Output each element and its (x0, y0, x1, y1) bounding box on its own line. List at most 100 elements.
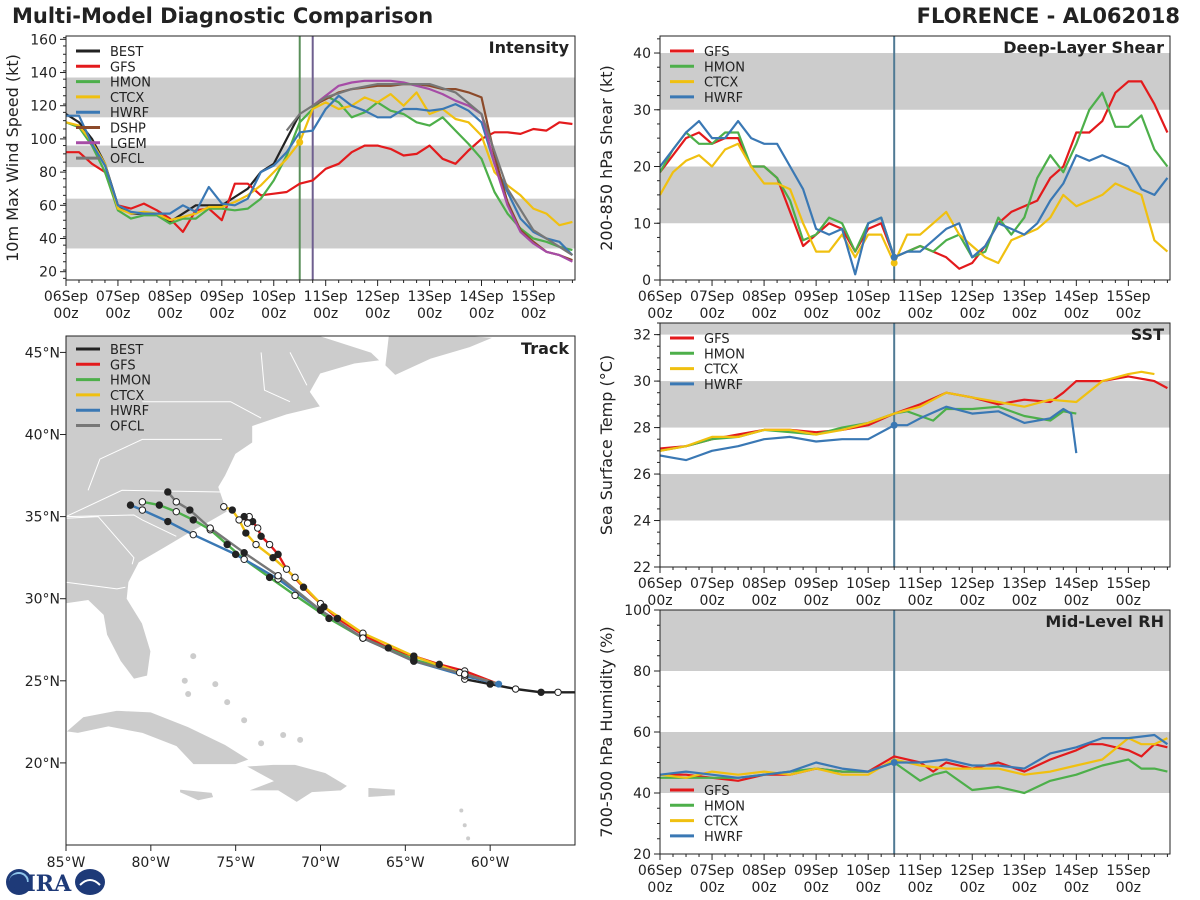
track-lon-label: 70°W (301, 855, 340, 871)
sst-x-tick-label-hour: 00z (1064, 593, 1089, 609)
intensity-x-tick-label: 10Sep (252, 289, 296, 305)
rh-x-tick-label-hour: 00z (647, 880, 672, 896)
track-time-marker (291, 591, 299, 600)
rh-x-tick-label: 07Sep (690, 863, 734, 879)
rh-x-tick-label-hour: 00z (751, 880, 776, 896)
sst-x-tick-label: 10Sep (846, 576, 890, 592)
land-bahamas-island (241, 717, 248, 724)
shear-x-tick-label-hour: 00z (804, 306, 829, 322)
map-state-border (66, 516, 135, 565)
track-legend-label: GFS (110, 358, 136, 373)
land-bahamas-island (258, 740, 265, 747)
logo-text: CIRA (8, 871, 72, 897)
track-series-ctcx (223, 505, 499, 686)
shear-x-tick-label-hour: 00z (908, 306, 933, 322)
track-time-marker (138, 498, 147, 506)
intensity-legend-label: GFS (110, 60, 136, 75)
track-time-marker (240, 555, 248, 564)
sst-y-tick-label: 30 (633, 374, 651, 390)
sst-panel: 22242628303206Sep00z07Sep00z08Sep00z09Se… (597, 322, 1171, 609)
intensity-x-tick-label-hour: 00z (157, 306, 182, 322)
sst-panel-title: SST (1131, 325, 1164, 344)
shear-x-tick-label: 10Sep (846, 289, 890, 305)
track-time-marker (240, 512, 248, 521)
land-hispaniola (244, 764, 349, 803)
sst-x-tick-label-hour: 00z (908, 593, 933, 609)
sst-x-tick-label: 06Sep (638, 576, 682, 592)
track-time-marker (511, 685, 520, 693)
shear-series-ctcx (660, 142, 1169, 265)
track-legend-label: CTCX (110, 389, 144, 404)
shear-x-tick-label-hour: 00z (856, 306, 881, 322)
rh-marker (890, 759, 898, 766)
shear-series-hmon (660, 91, 1169, 259)
shear-x-tick-label-hour: 00z (1116, 306, 1141, 322)
track-time-marker (189, 530, 197, 539)
rh-legend-label: CTCX (704, 815, 738, 830)
rh-series-group (660, 733, 1169, 795)
sst-legend-label: CTCX (704, 363, 738, 378)
map-borders (66, 352, 308, 590)
track-current-position (495, 680, 503, 688)
rh-x-tick-label: 15Sep (1106, 863, 1150, 879)
track-time-marker (231, 550, 240, 559)
intensity-x-tick-label: 15Sep (511, 289, 555, 305)
track-time-marker (186, 506, 194, 514)
intensity-x-tick-label-hour: 00z (209, 306, 234, 322)
track-lat-label: 35°N (25, 510, 60, 526)
shear-series-group (660, 80, 1169, 276)
track-time-marker (243, 519, 252, 527)
intensity-series-lgem (312, 79, 573, 263)
track-lat-label: 25°N (25, 674, 60, 690)
track-time-marker (235, 516, 243, 524)
track-time-marker (164, 517, 172, 526)
rh-x-tick-label: 10Sep (846, 863, 890, 879)
track-panel-title: Track (521, 339, 569, 358)
map-state-border (66, 581, 126, 590)
rh-y-tick-label: 20 (633, 847, 651, 863)
sst-x-tick-label-hour: 00z (804, 593, 829, 609)
sst-legend-label: HMON (704, 347, 745, 362)
track-time-marker (269, 553, 277, 562)
shear-x-tick-label-hour: 00z (647, 306, 672, 322)
rh-x-tick-label-hour: 00z (908, 880, 933, 896)
track-time-marker (435, 660, 443, 669)
shear-frame (659, 35, 1171, 281)
map-state-border (87, 438, 223, 491)
intensity-y-tick-label: 160 (30, 32, 57, 48)
sst-x-tick-label-hour: 00z (960, 593, 985, 609)
sst-series-group (660, 370, 1168, 462)
shear-legend-label: HMON (704, 60, 745, 75)
sst-y-tick-label: 22 (633, 560, 651, 576)
sst-band (660, 474, 1170, 521)
track-lat-label: 40°N (25, 428, 60, 444)
rh-x-tick-label-hour: 00z (960, 880, 985, 896)
track-series-ofcl (166, 491, 499, 686)
map-land (66, 336, 494, 841)
sst-x-tick-label: 11Sep (898, 576, 942, 592)
intensity-x-tick-label-hour: 00z (105, 306, 130, 322)
shear-panel: 01020304006Sep00z07Sep00z08Sep00z09Sep00… (597, 35, 1171, 322)
track-time-marker (410, 657, 418, 665)
rh-y-tick-label: 80 (633, 664, 651, 680)
shear-legend-label: GFS (704, 45, 730, 60)
rh-x-tick-label-hour: 00z (856, 880, 881, 896)
shear-band (660, 166, 1170, 224)
shear-y-tick-label: 10 (633, 216, 651, 232)
track-time-marker (138, 506, 147, 514)
sst-x-tick-label: 07Sep (690, 576, 734, 592)
shear-marker (890, 259, 898, 267)
shear-band (660, 53, 1170, 110)
intensity-y-axis-label: 10m Max Wind Speed (kt) (3, 54, 22, 262)
rh-x-tick-label-hour: 00z (1116, 880, 1141, 896)
intensity-series-group (66, 79, 574, 263)
shear-y-tick-label: 0 (642, 273, 651, 289)
intensity-x-tick-label-hour: 00z (469, 306, 494, 322)
intensity-legend-label: HWRF (110, 106, 149, 121)
sst-frame (659, 322, 1171, 568)
shear-x-tick-label: 06Sep (638, 289, 682, 305)
intensity-x-tick-label-hour: 00z (365, 306, 390, 322)
intensity-x-tick-label-hour: 00z (261, 306, 286, 322)
shear-legend-label: HWRF (704, 91, 743, 106)
